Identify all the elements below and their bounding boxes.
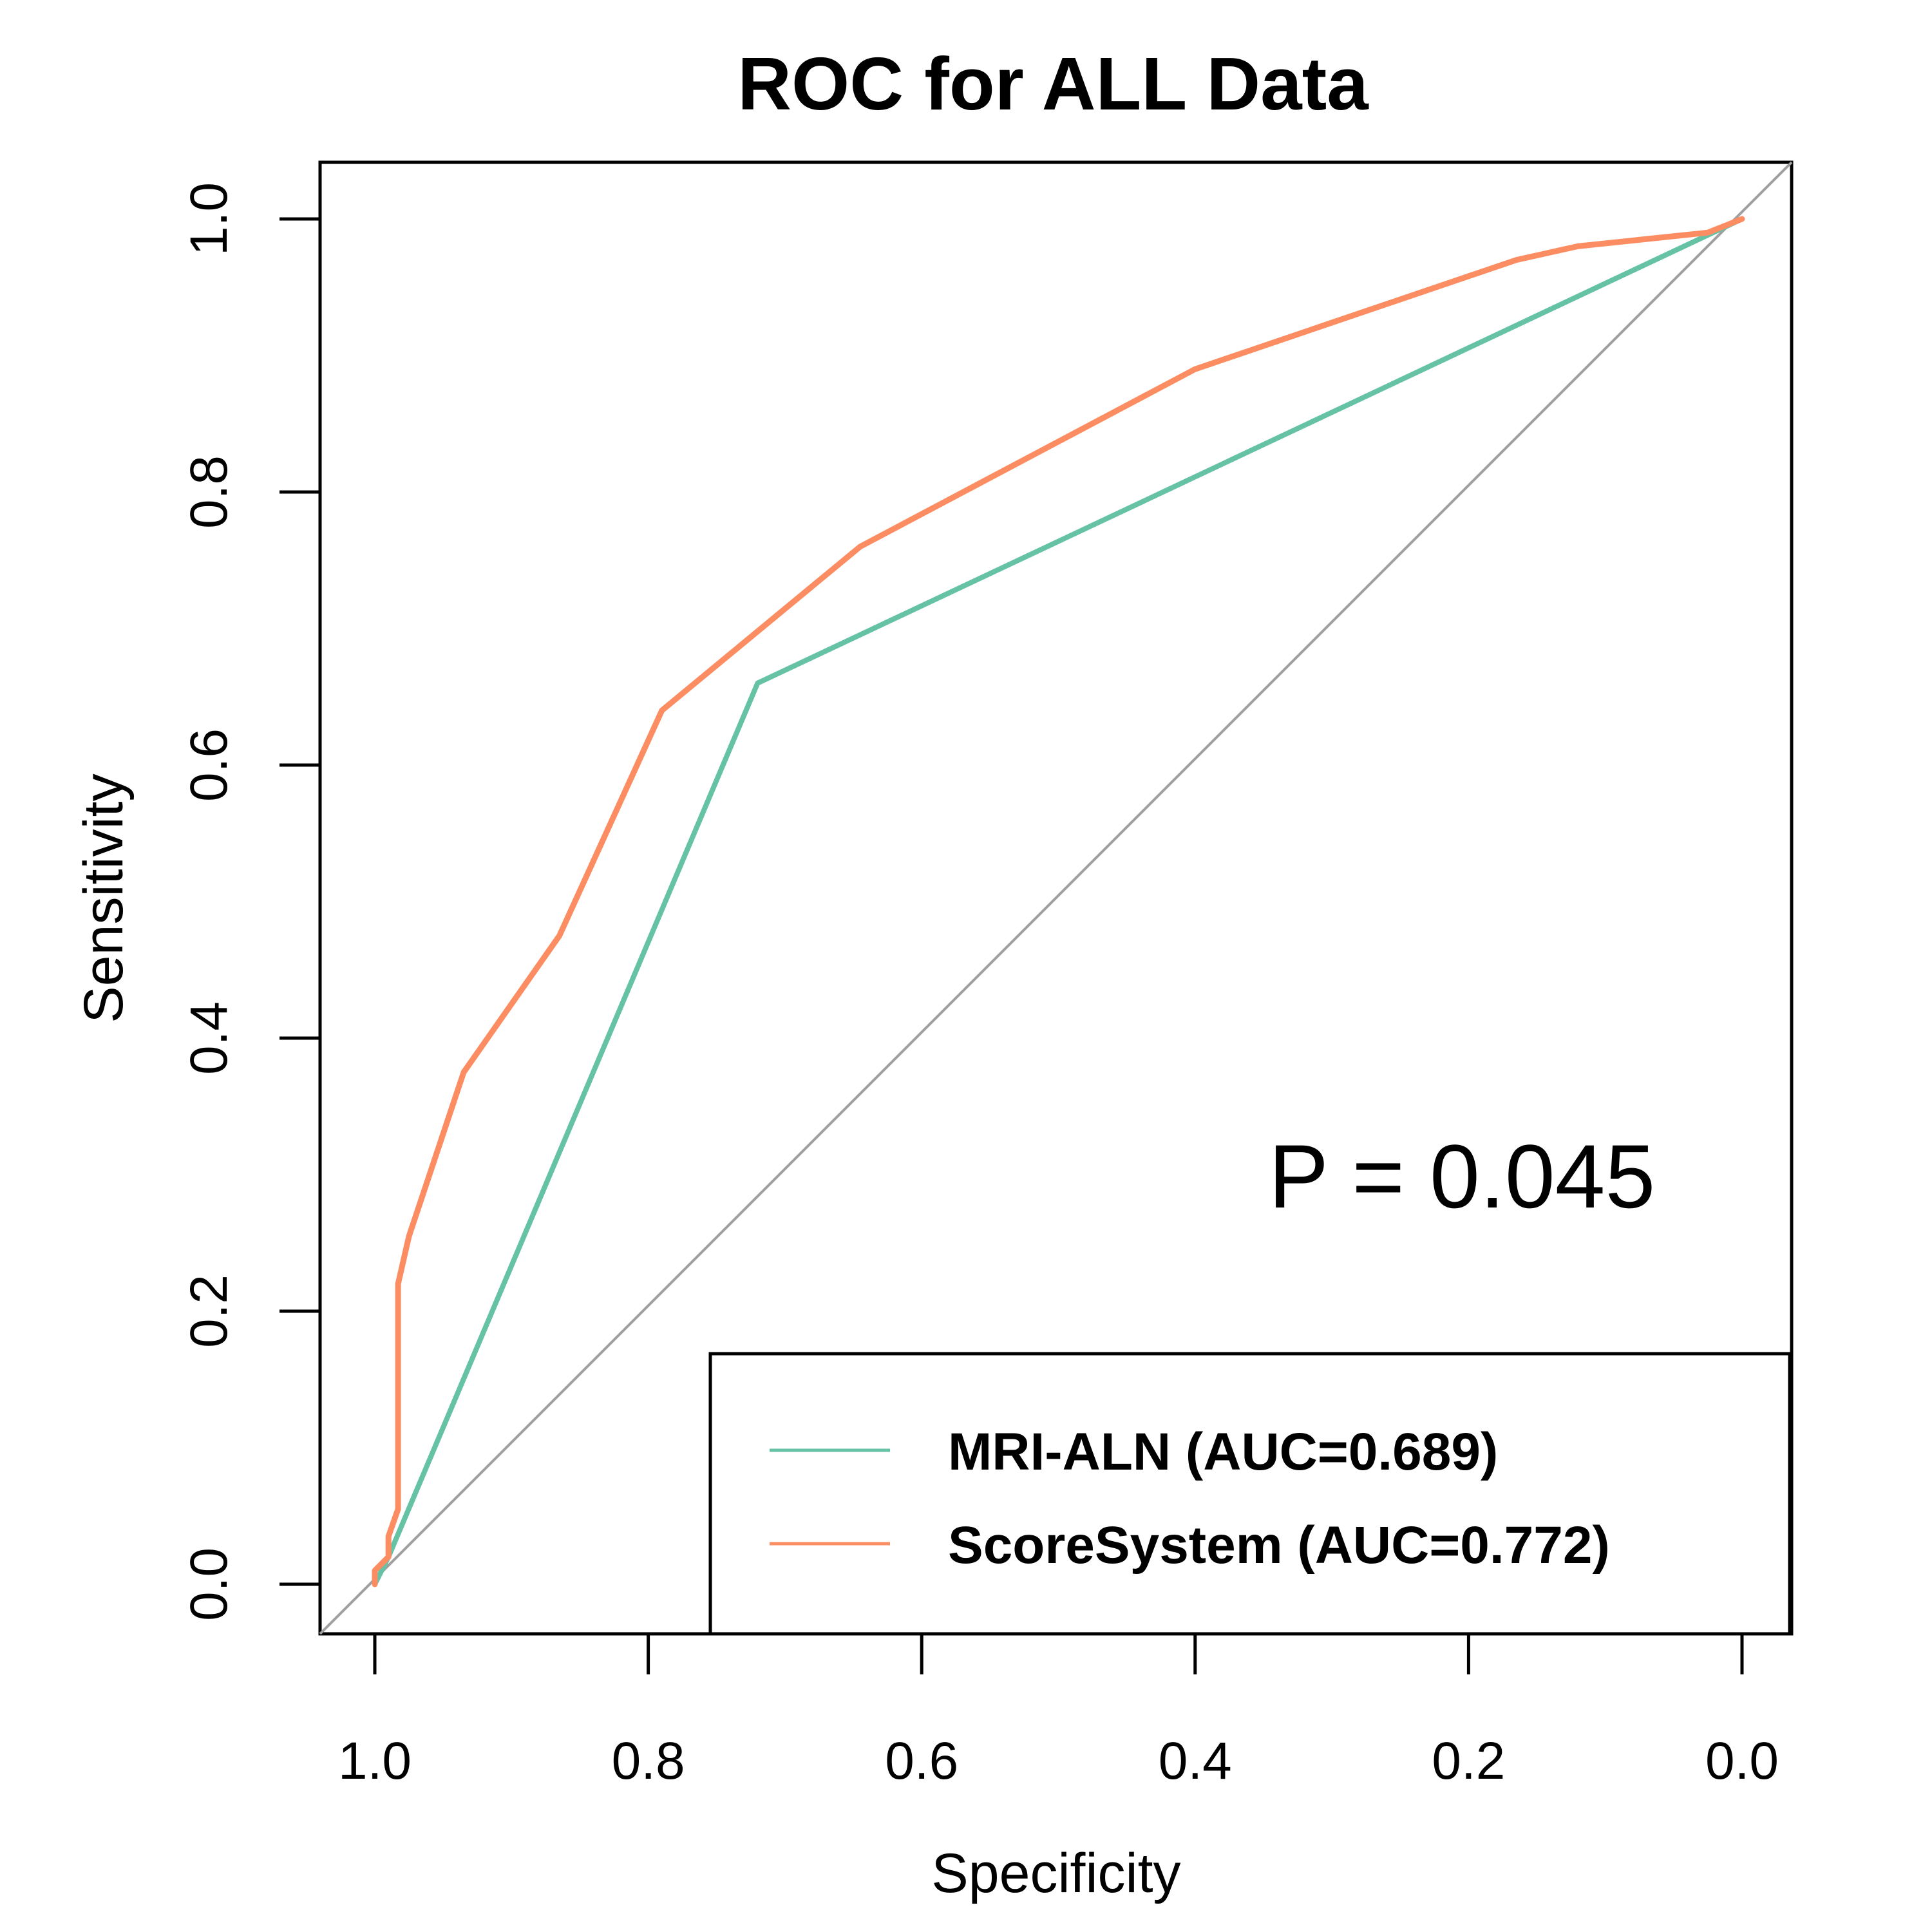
x-axis-label: Specificity [931, 1842, 1180, 1904]
series-line-mri-aln [372, 216, 1745, 1587]
x-tick-label: 0.0 [1705, 1732, 1779, 1790]
y-axis-label: Sensitivity [73, 773, 135, 1023]
legend-box [708, 1352, 1792, 1636]
x-tick-label: 0.2 [1432, 1732, 1505, 1790]
x-axis: 1.0 0.8 0.6 0.4 0.2 0.0 [338, 1632, 1779, 1790]
y-tick-label: 0.4 [180, 1001, 238, 1075]
p-value-annotation: P = 0.045 [1269, 1126, 1656, 1227]
legend: MRI-ALN (AUC=0.689) ScoreSystem (AUC=0.7… [708, 1352, 1792, 1636]
y-tick-label: 0.6 [180, 728, 238, 802]
y-tick-label: 1.0 [180, 182, 238, 256]
y-axis: 0.0 0.2 0.4 0.6 0.8 1.0 [180, 182, 322, 1621]
legend-label-mri-aln: MRI-ALN (AUC=0.689) [948, 1423, 1498, 1481]
x-tick-label: 1.0 [338, 1732, 412, 1790]
chart-title: ROC for ALL Data [737, 42, 1369, 126]
legend-label-scoresystem: ScoreSystem (AUC=0.772) [948, 1516, 1610, 1575]
x-tick-label: 0.8 [612, 1732, 685, 1790]
y-tick-label: 0.8 [180, 455, 238, 529]
reference-diagonal [319, 161, 1793, 1635]
x-tick-label: 0.6 [885, 1732, 958, 1790]
y-tick-label: 0.2 [180, 1274, 238, 1348]
y-tick-label: 0.0 [180, 1548, 238, 1621]
series-layer [372, 216, 1745, 1587]
series-line-scoresystem [372, 216, 1745, 1587]
x-tick-label: 0.4 [1159, 1732, 1232, 1790]
